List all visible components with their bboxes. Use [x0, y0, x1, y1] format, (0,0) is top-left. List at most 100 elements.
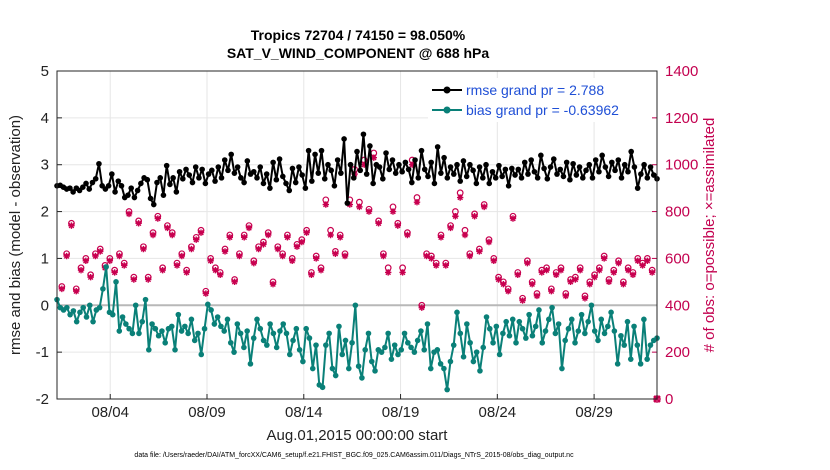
bias-point	[231, 349, 237, 355]
bias-point	[398, 347, 405, 353]
chart-title: Tropics 72704 / 74150 = 98.050%	[251, 27, 466, 43]
rmse-point	[583, 167, 589, 174]
bias-point	[562, 337, 568, 344]
obs-assimilated-point	[528, 281, 536, 288]
rmse-point	[383, 150, 389, 156]
bias-point	[457, 330, 464, 337]
obs-assimilated-point	[193, 236, 200, 243]
rmse-point	[609, 159, 615, 166]
rmse-point	[483, 161, 489, 168]
bias-point	[421, 347, 428, 353]
bias-point	[411, 349, 418, 355]
rmse-point	[173, 189, 180, 195]
obs-assimilated-point	[548, 288, 555, 295]
rmse-point	[650, 172, 657, 178]
obs-assimilated-point	[461, 231, 469, 239]
x-tick-label: 08/29	[575, 404, 613, 421]
rmse-point	[586, 161, 593, 168]
rmse-point	[421, 166, 428, 173]
bias-point	[503, 318, 509, 325]
obs-assimilated-point	[154, 215, 162, 222]
rmse-point	[392, 170, 399, 176]
rmse-point	[518, 175, 525, 181]
rmse-point	[457, 178, 464, 184]
obs-assimilated-point	[432, 262, 440, 269]
bias-point	[267, 321, 273, 327]
rmse-point	[467, 161, 473, 168]
bias-point	[355, 363, 362, 370]
rmse-point	[425, 173, 431, 180]
obs-assimilated-point	[92, 252, 99, 260]
rmse-series	[54, 131, 660, 208]
bias-line	[56, 265, 658, 391]
obs-assimilated-point	[77, 266, 85, 274]
legend-bias-marker	[443, 106, 451, 114]
obs-assimilated-point	[591, 273, 598, 281]
y-tick-label: -2	[36, 391, 49, 408]
obs-assimilated-point	[169, 231, 176, 239]
obs-assimilated-point	[624, 266, 632, 274]
bias-point	[286, 351, 293, 358]
rmse-point	[331, 183, 338, 189]
bias-point	[565, 325, 572, 332]
bias-point	[414, 337, 421, 344]
rmse-point	[557, 166, 564, 173]
obs-assimilated-point	[317, 266, 325, 274]
rmse-point	[241, 179, 247, 186]
rmse-point	[370, 180, 376, 187]
rmse-point	[315, 170, 322, 176]
rmse-point	[396, 161, 402, 168]
rmse-point	[357, 167, 364, 174]
bias-point	[273, 344, 280, 351]
bias-point	[585, 318, 591, 325]
bias-point	[208, 307, 214, 313]
rmse-point	[463, 173, 470, 180]
rmse-point	[334, 157, 341, 163]
rmse-point	[354, 148, 360, 155]
obs-assimilated-point	[418, 304, 425, 311]
rmse-point	[225, 167, 231, 174]
rmse-point	[250, 168, 257, 175]
legend-rmse-label: rmse grand pr = 2.788	[466, 82, 604, 98]
bias-point	[618, 332, 624, 339]
x-axis-label: Aug.01,2015 00:00:00 start	[267, 427, 449, 444]
bias-point	[300, 358, 306, 365]
bias-point	[195, 330, 201, 337]
bias-point	[303, 325, 309, 332]
bias-point	[388, 356, 395, 362]
obs-assimilated-point	[514, 271, 521, 279]
rmse-point	[270, 159, 276, 166]
obs-assimilated-point	[313, 255, 320, 262]
rmse-point	[289, 165, 296, 172]
footnote: data file: /Users/raeder/DAI/ATM_forcXX/…	[134, 452, 574, 459]
obs-assimilated-point	[188, 245, 195, 253]
rmse-point	[205, 171, 212, 177]
obs-assimilated-point	[466, 252, 473, 260]
obs-assimilated-point	[341, 252, 349, 260]
rmse-point	[618, 175, 625, 181]
rmse-point	[347, 161, 354, 168]
rmse-point	[554, 171, 560, 177]
bias-point	[493, 323, 500, 330]
y-tick-label: 5	[41, 63, 49, 80]
obs-assimilated-point	[490, 257, 497, 264]
obs-assimilated-point	[159, 266, 166, 274]
obs-assimilated-point	[437, 234, 445, 241]
bias-point	[323, 342, 329, 348]
rmse-point	[502, 166, 509, 173]
bias-point	[467, 339, 473, 346]
rmse-point	[399, 168, 405, 175]
bias-point	[109, 311, 116, 318]
bias-point	[260, 337, 267, 344]
obs-assimilated-point	[274, 245, 282, 253]
obs-assimilated-point	[533, 292, 541, 300]
chart-subtitle: SAT_V_WIND_COMPONENT @ 688 hPa	[227, 45, 490, 61]
rmse-point	[470, 167, 476, 174]
bias-point	[523, 335, 529, 341]
obs-assimilated-point	[183, 269, 190, 276]
obs-assimilated-point	[164, 224, 171, 232]
rmse-point	[634, 185, 641, 191]
obs-assimilated-point	[245, 224, 253, 232]
bias-point	[123, 321, 129, 327]
